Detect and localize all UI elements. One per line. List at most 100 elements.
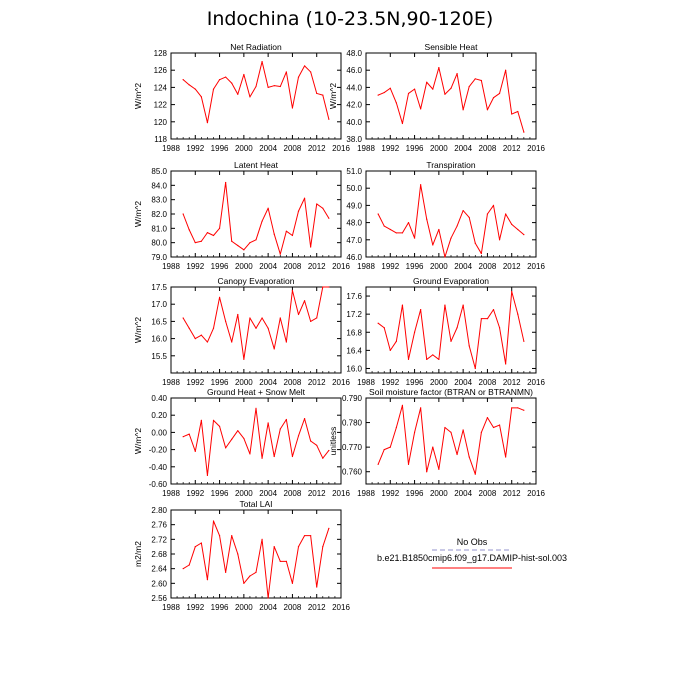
x-tick-label: 2004 (454, 489, 472, 498)
data-point (303, 535, 306, 537)
plot-frame (365, 52, 537, 140)
data-point (273, 455, 275, 458)
y-tick-label: 2.80 (151, 506, 167, 515)
data-point (225, 320, 227, 322)
data-point (218, 425, 221, 427)
y-tick-label: 2.68 (151, 550, 167, 559)
x-tick-label: 2012 (503, 489, 521, 498)
data-point (505, 363, 507, 365)
data-point (273, 85, 275, 87)
y-tick-label: 38.0 (346, 135, 362, 144)
data-point (328, 449, 330, 452)
data-point (407, 92, 410, 95)
x-tick-label: 2000 (430, 489, 448, 498)
series-line (377, 184, 525, 258)
data-point (279, 317, 281, 319)
data-point (273, 546, 275, 548)
data-point (413, 431, 416, 433)
x-tick-label: 2000 (235, 262, 253, 271)
data-point (231, 341, 233, 343)
data-point (492, 204, 495, 206)
y-tick-label: 17.5 (151, 283, 167, 292)
data-point (200, 96, 202, 98)
data-point (322, 286, 324, 288)
data-point (498, 239, 501, 241)
data-point (498, 424, 501, 426)
x-tick-label: 2016 (527, 378, 545, 387)
data-point (291, 582, 294, 584)
data-point (212, 88, 215, 90)
data-point (237, 553, 239, 555)
plot-frame (170, 52, 342, 140)
series-line (377, 291, 525, 369)
data-point (322, 94, 324, 96)
x-tick-label: 1988 (162, 603, 180, 612)
y-axis-label: unitless (328, 427, 338, 456)
x-tick-label: 2012 (308, 378, 326, 387)
data-point (267, 597, 269, 599)
y-tick-label: 44.0 (346, 83, 362, 92)
data-point (462, 429, 464, 431)
y-tick-label: -0.60 (149, 480, 168, 489)
data-point (237, 313, 239, 316)
data-point (297, 546, 300, 548)
series-line (182, 286, 329, 360)
y-tick-label: 124 (154, 83, 168, 92)
x-tick-label: 2004 (454, 262, 472, 271)
series-line (182, 407, 330, 476)
data-point (225, 447, 227, 449)
x-tick-label: 2004 (259, 144, 277, 153)
y-tick-label: 0.780 (342, 419, 363, 428)
data-point (200, 419, 202, 421)
data-point (401, 122, 404, 125)
data-point (456, 453, 458, 456)
x-tick-label: 2008 (284, 144, 302, 153)
plot-frame (170, 509, 342, 599)
data-point (383, 225, 385, 227)
y-tick-label: 50.0 (346, 184, 362, 193)
y-axis-label: W/m^2 (133, 428, 143, 454)
x-tick-label: 1988 (162, 378, 180, 387)
data-point (438, 228, 440, 231)
data-point (426, 218, 428, 220)
data-point (231, 535, 233, 537)
data-point (462, 209, 464, 212)
data-point (413, 88, 416, 90)
data-point (261, 457, 263, 459)
data-point (468, 345, 470, 347)
data-point (310, 535, 312, 537)
y-tick-label: 80.0 (151, 239, 167, 248)
x-tick-label: 2004 (454, 144, 472, 153)
y-tick-label: 16.8 (346, 328, 362, 337)
data-point (310, 246, 312, 248)
data-point (310, 440, 312, 442)
data-point (249, 96, 251, 98)
x-tick-label: 2004 (259, 603, 277, 612)
data-point (383, 449, 385, 451)
data-point (237, 430, 239, 432)
x-tick-label: 1988 (357, 378, 375, 387)
y-tick-label: 79.0 (151, 253, 167, 262)
data-point (206, 579, 209, 581)
x-tick-label: 1992 (186, 378, 204, 387)
y-tick-label: 0.770 (342, 443, 363, 452)
data-point (517, 110, 519, 113)
data-point (303, 418, 306, 420)
x-tick-label: 1992 (186, 489, 204, 498)
x-tick-label: 2008 (479, 262, 497, 271)
figure-title: Indochina (10-23.5N,90-120E) (206, 8, 494, 30)
data-point (267, 207, 269, 209)
y-tick-label: 83.0 (151, 196, 167, 205)
data-point (243, 249, 245, 251)
data-point (273, 348, 275, 350)
x-tick-label: 2016 (332, 378, 350, 387)
data-point (206, 122, 209, 124)
data-point (303, 197, 306, 199)
x-tick-label: 2016 (527, 489, 545, 498)
chart-panel-1: Net Radiation 1988 1992 1996 2000 2004 2008 201… (133, 42, 350, 153)
data-point (188, 327, 190, 329)
data-point (297, 210, 300, 212)
data-point (255, 239, 257, 241)
plot-frame (170, 286, 342, 374)
data-point (316, 317, 318, 319)
